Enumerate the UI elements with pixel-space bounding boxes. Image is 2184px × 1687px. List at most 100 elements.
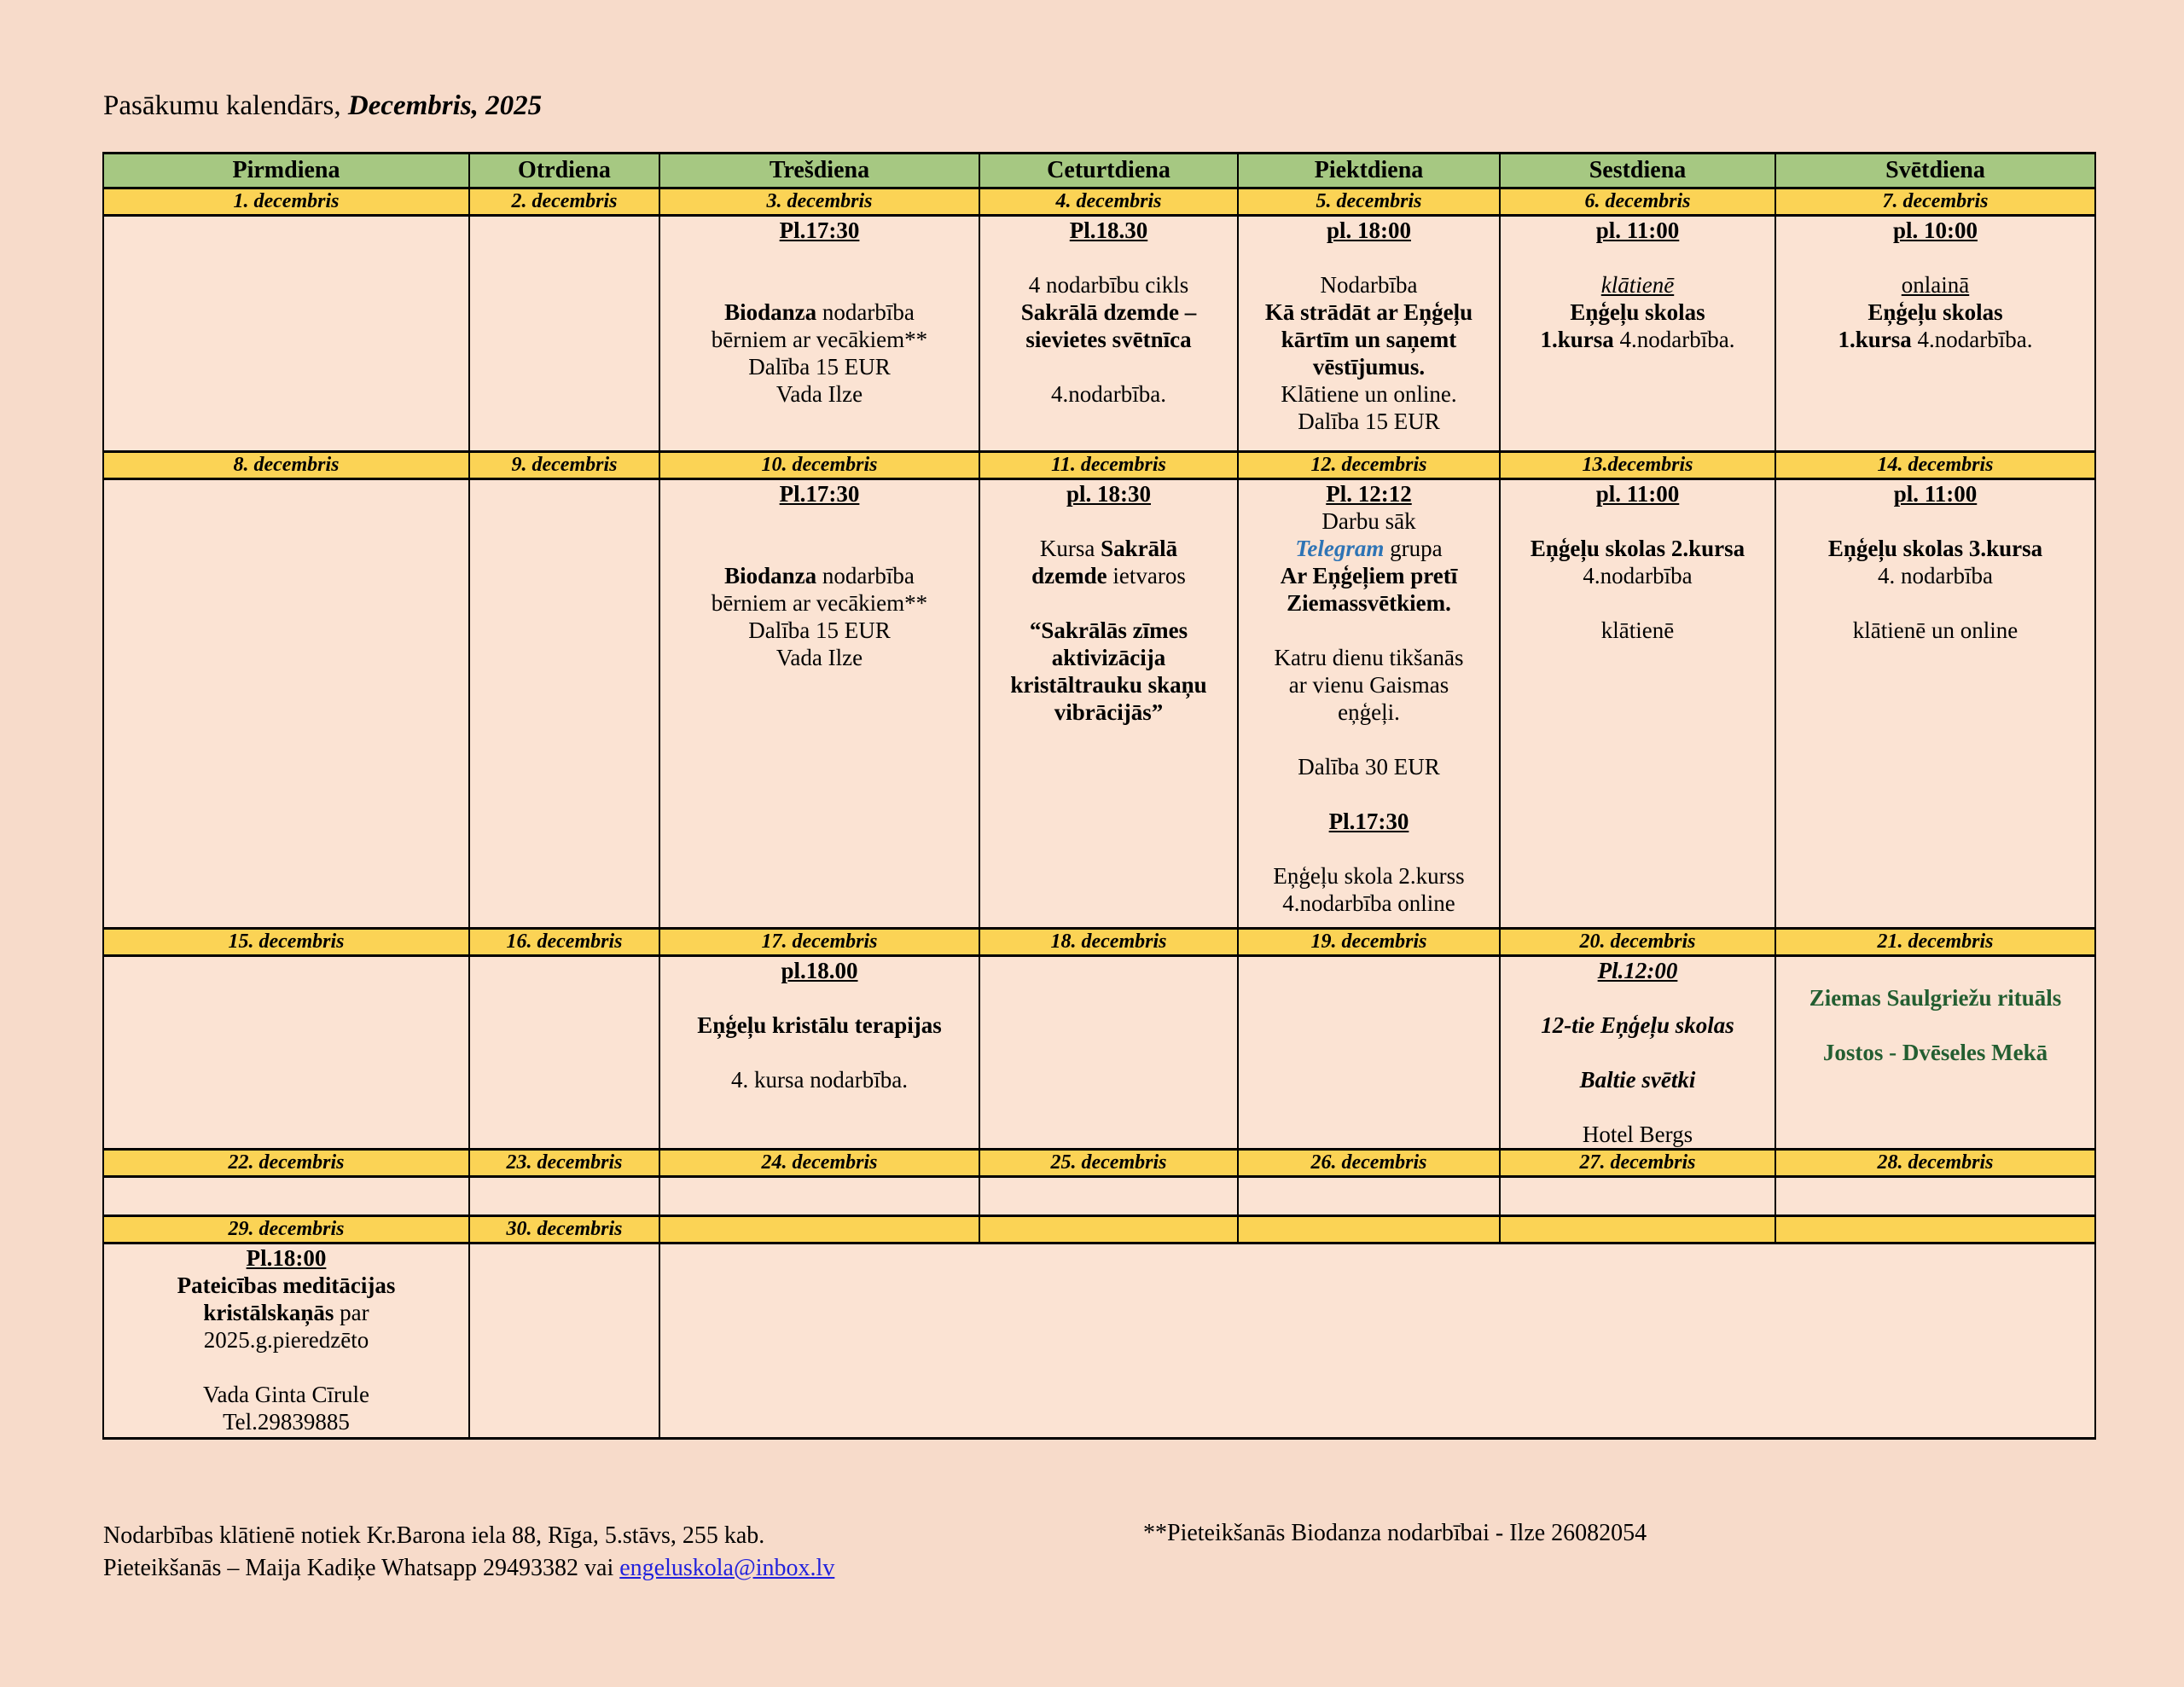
text-run: 2025.g.pieredzēto: [203, 1327, 369, 1353]
event-text-line: onlainā: [1777, 271, 2094, 299]
event-text-line: vibrācijās”: [981, 699, 1236, 726]
date-cell: [659, 1215, 980, 1244]
event-text-line: bērniem ar vecākiem**: [661, 326, 978, 353]
text-run: pl. 11:00: [1595, 481, 1680, 507]
event-cell: Pl.17:30 Biodanza nodarbība bērniem ar ve…: [659, 214, 980, 453]
date-cell: [1237, 1215, 1501, 1244]
event-text-line: Eņģeļu skolas: [1502, 299, 1774, 326]
text-run: Vada Ginta Cīrule: [203, 1382, 369, 1407]
blank-line: [981, 589, 1236, 617]
event-text-line: Ar Eņģeļiem pretī: [1240, 562, 1498, 589]
text-run: “Sakrālās zīmes: [1029, 617, 1188, 643]
event-cell: [102, 954, 470, 1151]
text-run: Pl.17:30: [1328, 809, 1409, 834]
event-text-line: Kursa Sakrālā: [981, 535, 1236, 562]
email-link[interactable]: engeluskola@inbox.lv: [619, 1555, 835, 1581]
text-run: nodarbība: [816, 563, 915, 588]
text-run: pl.18.00: [781, 958, 858, 984]
event-cell: [102, 1175, 470, 1217]
date-cell: 1. decembris: [102, 187, 470, 217]
event-text-line: pl. 18:30: [981, 482, 1236, 508]
event-text-line: 4.nodarbība.: [981, 380, 1236, 408]
event-cell: Pl. 12:12 Darbu sāk Telegram grupa Ar Eņģeļ…: [1237, 478, 1501, 930]
event-row-week-2: Pl.17:30 Biodanza nodarbība bērniem ar ve…: [102, 478, 2096, 930]
text-run: kristālskaņās: [203, 1300, 334, 1325]
text-run: ietvaros: [1107, 563, 1186, 588]
event-text-line: dzemde ietvaros: [981, 562, 1236, 589]
event-text-line: Sakrālā dzemde –: [981, 299, 1236, 326]
text-run: Pl.12:00: [1597, 958, 1678, 984]
date-cell: 4. decembris: [979, 187, 1239, 217]
event-text-line: pl. 18:00: [1240, 217, 1498, 245]
event-text-line: 4.nodarbība: [1502, 562, 1774, 589]
date-cell: 6. decembris: [1499, 187, 1776, 217]
text-run: Nodarbība: [1320, 272, 1418, 298]
text-run: Dalība 15 EUR: [1298, 409, 1440, 434]
text-run: kristāltrauku skaņu: [1010, 672, 1207, 698]
event-text-line: eņģeļi.: [1240, 699, 1498, 726]
text-run: grupa: [1384, 536, 1443, 561]
text-run: Eņģeļu skolas: [1570, 299, 1705, 325]
event-text-line: Dalība 30 EUR: [1240, 753, 1498, 780]
event-text-line: Darbu sāk: [1240, 507, 1498, 535]
event-row-week-4: [102, 1175, 2096, 1217]
date-cell: 11. decembris: [979, 450, 1239, 480]
event-text-line: sievietes svētnīca: [981, 326, 1236, 353]
event-cell: [659, 1175, 980, 1217]
event-row-week-1: Pl.17:30 Biodanza nodarbība bērniem ar ve…: [102, 214, 2096, 453]
event-cell: pl. 10:00 onlainā Eņģeļu skolas 1.kursa 4.…: [1774, 214, 2096, 453]
event-text-line: Vada Ginta Cīrule: [105, 1381, 468, 1408]
date-cell: 29. decembris: [102, 1215, 470, 1244]
date-cell: 26. decembris: [1237, 1148, 1501, 1178]
event-text-line: kristālskaņās par: [105, 1299, 468, 1326]
event-text-line: bērniem ar vecākiem**: [661, 589, 978, 617]
event-text-line: Eņģeļu skolas: [1777, 299, 2094, 326]
event-text-line: pl. 10:00: [1777, 217, 2094, 245]
blank-line: [981, 507, 1236, 535]
text-run: klātienē un online: [1852, 617, 2018, 643]
event-text-line: Eņģeļu skola 2.kurss: [1240, 862, 1498, 890]
text-run: Kursa: [1039, 536, 1101, 561]
date-cell: 24. decembris: [659, 1148, 980, 1178]
text-run: Klātiene un online.: [1281, 381, 1457, 407]
date-row-week-3: 15. decembris 16. decembris 17. decembris 1…: [102, 927, 2096, 957]
text-run: pl. 11:00: [1893, 481, 1978, 507]
text-run: Jostos - Dvēseles Mekā: [1822, 1040, 2048, 1065]
date-cell: 20. decembris: [1499, 927, 1776, 957]
event-text-line: klātienē un online: [1777, 617, 2094, 644]
date-cell: 18. decembris: [979, 927, 1239, 957]
text-run: vēstījumus.: [1312, 354, 1426, 380]
date-cell: [1499, 1215, 1776, 1244]
event-text-line: 4. kursa nodarbība.: [661, 1066, 978, 1093]
date-cell: 23. decembris: [468, 1148, 660, 1178]
event-cell: [102, 478, 470, 930]
event-cell: [979, 1175, 1239, 1217]
event-row-week-3: pl.18.00 Eņģeļu kristālu terapijas 4. ku…: [102, 954, 2096, 1151]
blank-line: [1240, 617, 1498, 644]
date-cell: 5. decembris: [1237, 187, 1501, 217]
event-cell: pl. 11:00 Eņģeļu skolas 3.kursa 4. nodarb…: [1774, 478, 2096, 930]
text-run: Katru dienu tikšanās: [1274, 645, 1464, 670]
event-cell: [468, 214, 660, 453]
date-cell: 12. decembris: [1237, 450, 1501, 480]
date-cell: 13.decembris: [1499, 450, 1776, 480]
weekday-header-2: Otrdiena: [468, 152, 660, 189]
event-cell: [979, 954, 1239, 1151]
text-run: 4. kursa nodarbība.: [731, 1067, 908, 1093]
text-run: pl. 18:00: [1326, 217, 1411, 244]
event-cell: pl. 11:00 klātienē Eņģeļu skolas 1.kursa 4…: [1499, 214, 1776, 453]
weekday-header-1: Pirmdiena: [102, 152, 470, 189]
event-text-line: klātienē: [1502, 617, 1774, 644]
text-run: Hotel Bergs: [1582, 1122, 1693, 1147]
weekday-header-row: Pirmdiena Otrdiena Trešdiena Ceturtdiena Pie…: [102, 152, 2096, 189]
event-text-line: Vada Ilze: [661, 644, 978, 671]
event-text-line: vēstījumus.: [1240, 353, 1498, 380]
event-text-line: ar vienu Gaismas: [1240, 671, 1498, 699]
text-run: Pateicības meditācijas: [177, 1272, 396, 1298]
text-run: kārtīm un saņemt: [1281, 327, 1457, 352]
text-run: Eņģeļu skolas 2.kursa: [1530, 536, 1745, 561]
event-text-line: Nodarbība: [1240, 271, 1498, 299]
text-run: pl. 10:00: [1892, 217, 1978, 244]
text-run: sievietes svētnīca: [1025, 327, 1192, 352]
weekday-header-7: Svētdiena: [1774, 152, 2096, 189]
